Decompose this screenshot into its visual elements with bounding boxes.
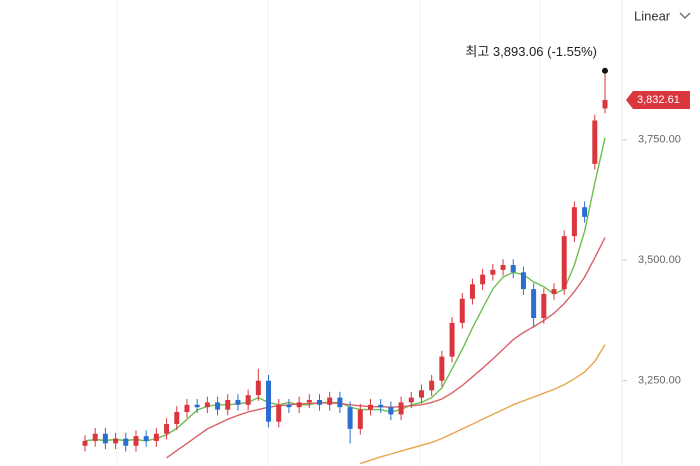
candle-body bbox=[571, 207, 577, 237]
candle-body bbox=[174, 412, 180, 425]
candle-body bbox=[541, 293, 547, 319]
candle-body bbox=[327, 397, 333, 405]
candle-body bbox=[194, 404, 200, 408]
candle-body bbox=[490, 269, 496, 275]
candle-body bbox=[439, 356, 445, 381]
candle-body bbox=[602, 99, 608, 109]
candle-body bbox=[215, 402, 221, 410]
candle-body bbox=[480, 274, 486, 285]
candle-body bbox=[143, 436, 149, 441]
moving-average-line bbox=[360, 344, 606, 465]
candle-body bbox=[469, 284, 475, 299]
dropdown-icon[interactable] bbox=[679, 12, 691, 19]
candle-body bbox=[113, 438, 119, 444]
candle-body bbox=[388, 407, 394, 415]
candle-body bbox=[204, 402, 210, 408]
candle-body bbox=[184, 404, 190, 413]
candle-body bbox=[245, 395, 251, 405]
high-marker bbox=[602, 67, 608, 74]
candle-body bbox=[317, 399, 323, 405]
price-tag-label: 3,832.61 bbox=[637, 94, 680, 106]
candle-body bbox=[418, 390, 424, 398]
scale-selector[interactable]: Linear bbox=[634, 8, 671, 23]
y-tick-label: 3,250.00 bbox=[638, 375, 681, 387]
candle-body bbox=[357, 409, 363, 429]
candle-body bbox=[398, 402, 404, 415]
candle-body bbox=[408, 397, 414, 403]
candle-body bbox=[531, 289, 537, 319]
candle-body bbox=[276, 404, 282, 422]
candle-body bbox=[235, 399, 241, 405]
high-annotation: 최고 3,893.06 (-1.55%) bbox=[465, 44, 597, 59]
candle-body bbox=[286, 404, 292, 408]
y-tick-label: 3,500.00 bbox=[638, 254, 681, 266]
candle-body bbox=[164, 424, 170, 434]
price-tag bbox=[626, 90, 690, 109]
candle-body bbox=[459, 298, 465, 323]
candle-body bbox=[510, 265, 516, 273]
candle-body bbox=[582, 207, 588, 217]
candle-body bbox=[82, 440, 88, 446]
candle-body bbox=[449, 322, 455, 357]
candle-body bbox=[296, 402, 302, 408]
y-tick-label: 3,750.00 bbox=[638, 134, 681, 146]
candle-body bbox=[255, 380, 261, 396]
candle-body bbox=[520, 272, 526, 290]
moving-average-line bbox=[84, 137, 606, 442]
moving-average-line bbox=[166, 237, 606, 459]
candle-body bbox=[551, 289, 557, 294]
candle-body bbox=[133, 436, 139, 446]
candle-body bbox=[592, 120, 598, 164]
candle-body bbox=[266, 380, 272, 422]
candle-body bbox=[225, 399, 231, 410]
candle-body bbox=[306, 399, 312, 403]
candle-body bbox=[429, 380, 435, 391]
candle-body bbox=[561, 236, 567, 290]
background-grid bbox=[116, 0, 541, 466]
candle-body bbox=[123, 438, 129, 446]
candle-body bbox=[367, 404, 373, 410]
candle-body bbox=[347, 407, 353, 429]
candle-body bbox=[92, 433, 98, 441]
candle-body bbox=[500, 265, 506, 270]
candle-body bbox=[102, 433, 108, 444]
candle-body bbox=[153, 433, 159, 441]
candle-body bbox=[337, 397, 343, 408]
candle-body bbox=[378, 404, 384, 408]
